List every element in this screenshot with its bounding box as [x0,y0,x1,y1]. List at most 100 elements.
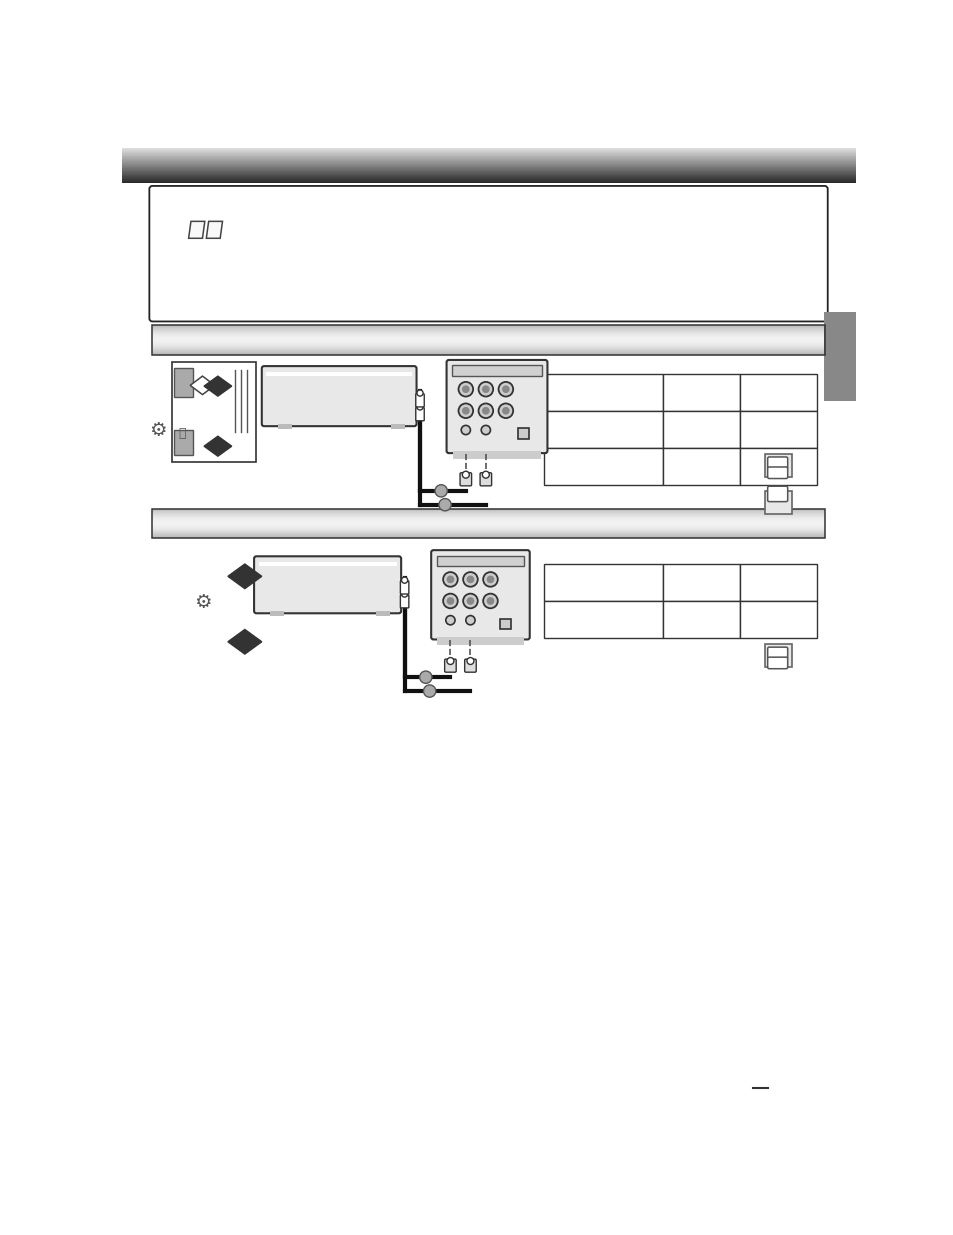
Bar [172,362,256,462]
Circle shape [446,576,454,583]
Text: ⚙: ⚙ [193,593,211,613]
Circle shape [446,597,454,605]
Bar [823,312,856,401]
Polygon shape [228,630,261,655]
FancyBboxPatch shape [150,186,827,321]
Circle shape [462,594,477,609]
Circle shape [465,615,475,625]
FancyBboxPatch shape [261,366,416,426]
Circle shape [416,404,422,410]
Bar [152,509,823,537]
FancyBboxPatch shape [416,394,424,406]
Circle shape [498,404,513,419]
Circle shape [416,390,422,396]
Circle shape [466,576,474,583]
Bar [258,562,396,567]
Polygon shape [190,377,214,395]
Circle shape [482,594,497,609]
Circle shape [461,406,469,415]
Circle shape [423,685,436,698]
FancyBboxPatch shape [253,556,400,614]
Bar [375,611,389,616]
Bar [543,601,662,638]
Bar [662,448,740,484]
Bar [662,601,740,638]
Bar [763,454,792,477]
Bar [173,368,193,396]
Bar [453,451,540,458]
Bar [500,619,511,630]
Circle shape [501,406,509,415]
Circle shape [458,382,473,396]
Circle shape [461,385,469,393]
Circle shape [435,484,447,496]
Bar [270,611,284,616]
Bar [740,411,816,448]
Bar [173,430,193,454]
Circle shape [462,472,469,478]
Polygon shape [228,564,261,589]
Bar [452,366,541,377]
Bar [740,374,816,411]
Circle shape [466,597,474,605]
Bar [173,430,193,454]
Circle shape [501,385,509,393]
Bar [152,325,823,354]
Bar [662,374,740,411]
FancyBboxPatch shape [767,467,787,478]
Bar [277,424,292,430]
FancyBboxPatch shape [464,659,476,672]
Circle shape [445,615,455,625]
FancyBboxPatch shape [767,647,787,658]
Polygon shape [189,221,205,238]
FancyBboxPatch shape [446,359,547,453]
FancyBboxPatch shape [400,580,409,594]
FancyBboxPatch shape [400,595,409,608]
Bar [543,448,662,484]
FancyBboxPatch shape [767,457,787,468]
Circle shape [486,597,494,605]
Polygon shape [204,377,232,396]
Circle shape [498,382,513,396]
Circle shape [458,404,473,419]
Text: ⚙: ⚙ [149,421,167,440]
FancyBboxPatch shape [444,659,456,672]
Circle shape [482,572,497,587]
Circle shape [478,382,493,396]
Circle shape [419,671,432,683]
Circle shape [442,572,457,587]
Bar [740,564,816,601]
Bar [763,490,792,514]
FancyBboxPatch shape [431,550,529,640]
Circle shape [447,657,454,664]
FancyBboxPatch shape [767,487,787,501]
Bar [740,448,816,484]
Circle shape [481,385,489,393]
FancyBboxPatch shape [767,657,787,668]
Polygon shape [204,436,232,456]
Bar [517,429,528,440]
Bar [391,424,405,430]
Circle shape [401,577,407,583]
Bar [436,637,523,645]
Circle shape [486,576,494,583]
Circle shape [480,425,490,435]
Circle shape [478,404,493,419]
Circle shape [482,472,489,478]
Circle shape [401,592,407,597]
Circle shape [438,499,451,511]
FancyBboxPatch shape [479,473,491,485]
Text: 🔧: 🔧 [178,426,185,440]
Bar [543,411,662,448]
Bar [740,601,816,638]
Bar [266,372,412,377]
Circle shape [462,572,477,587]
FancyBboxPatch shape [459,473,471,485]
Circle shape [442,594,457,609]
Bar [173,368,193,396]
Polygon shape [206,221,222,238]
Bar [662,411,740,448]
Bar [543,564,662,601]
Bar [436,556,524,567]
Bar [543,374,662,411]
